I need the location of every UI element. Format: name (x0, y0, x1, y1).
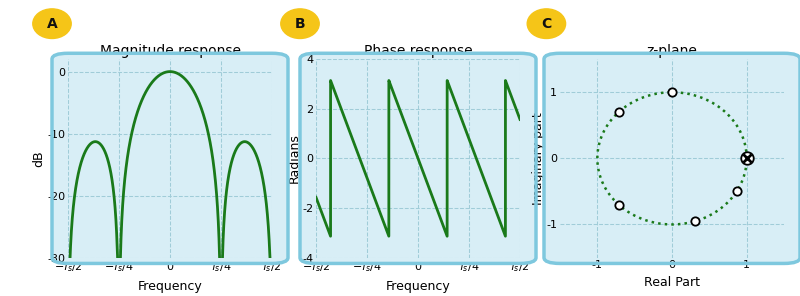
Text: C: C (542, 17, 551, 31)
X-axis label: Real Part: Real Part (644, 276, 700, 289)
Y-axis label: Radians: Radians (288, 133, 301, 183)
Title: z-plane: z-plane (646, 44, 698, 58)
Y-axis label: Imaginary part: Imaginary part (532, 112, 545, 205)
Title: Magnitude response: Magnitude response (99, 44, 241, 58)
X-axis label: Frequency: Frequency (386, 280, 450, 293)
Text: A: A (46, 17, 58, 31)
X-axis label: Frequency: Frequency (138, 280, 202, 293)
Y-axis label: dB: dB (33, 150, 46, 167)
Text: B: B (294, 17, 306, 31)
Title: Phase response: Phase response (364, 44, 472, 58)
